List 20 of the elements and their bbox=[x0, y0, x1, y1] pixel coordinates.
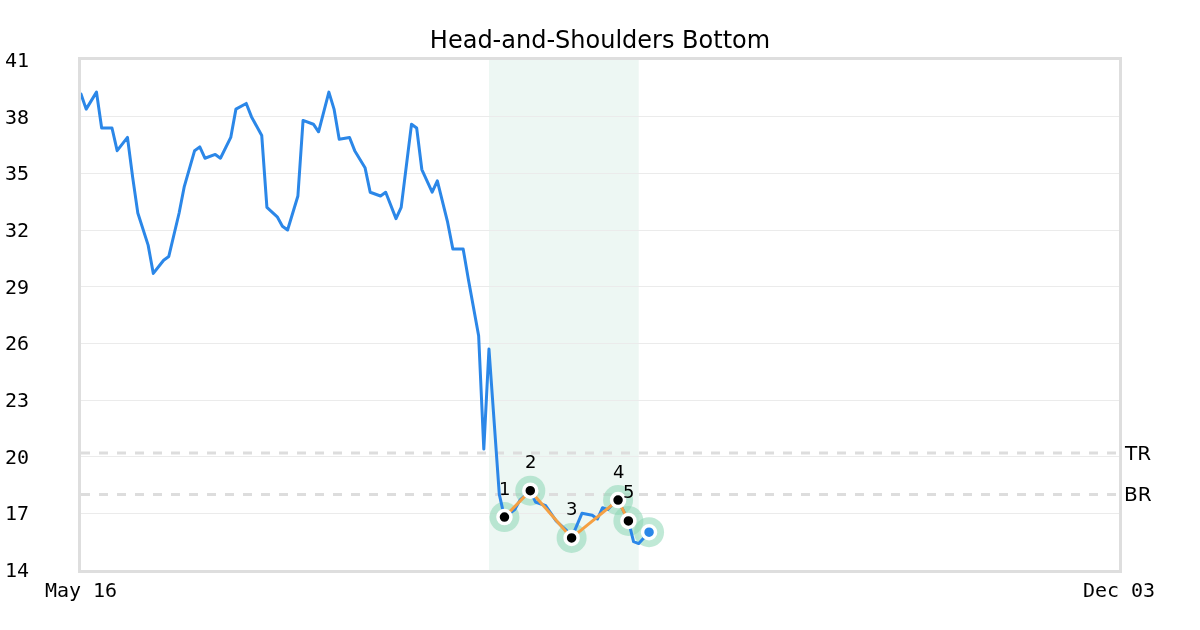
x-tick-label: May 16 bbox=[44, 578, 118, 602]
y-tick-label: 20 bbox=[4, 444, 29, 469]
annotation: 3 bbox=[566, 498, 578, 519]
y-tick-label: 38 bbox=[4, 104, 29, 129]
y-tick-label: 14 bbox=[4, 558, 29, 582]
ref-line-label: TR bbox=[1124, 441, 1152, 465]
x-tick-label: Dec 03 bbox=[1082, 578, 1156, 602]
annotation: 2 bbox=[525, 451, 537, 472]
y-tick-label: 35 bbox=[4, 161, 29, 186]
y-tick-label: 29 bbox=[4, 274, 29, 299]
chart-title: Head-and-Shoulders Bottom bbox=[429, 26, 771, 55]
annotation: 5 bbox=[623, 481, 635, 502]
y-tick-label: 17 bbox=[4, 501, 29, 526]
y-tick-label: 26 bbox=[4, 331, 29, 356]
y-tick-label: 23 bbox=[4, 388, 29, 412]
y-tick-label: 41 bbox=[4, 48, 29, 72]
annotation: 1 bbox=[499, 478, 511, 499]
y-tick-label: 32 bbox=[4, 218, 29, 242]
ref-line-label: BR bbox=[1124, 482, 1152, 506]
annotation: 4 bbox=[613, 461, 625, 482]
